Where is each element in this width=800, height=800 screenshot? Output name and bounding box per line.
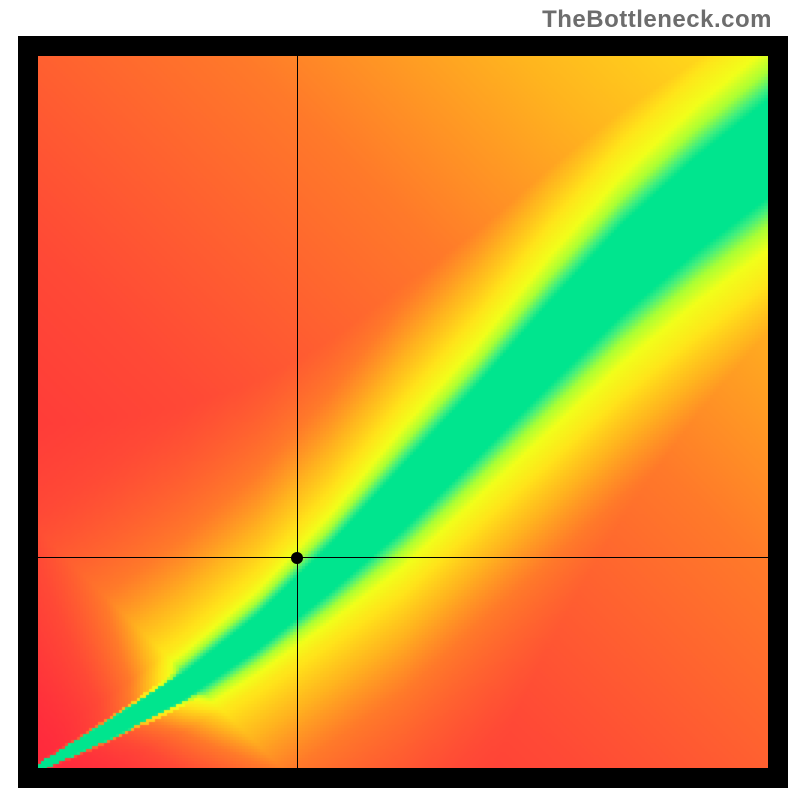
frame-top <box>18 36 788 56</box>
frame-left <box>18 36 38 788</box>
frame-bottom <box>18 768 788 788</box>
crosshair-vertical <box>297 56 298 768</box>
crosshair-marker <box>291 552 303 564</box>
crosshair-horizontal <box>38 557 768 558</box>
frame-right <box>768 36 788 788</box>
watermark-text: TheBottleneck.com <box>542 6 772 34</box>
heatmap-canvas <box>38 56 768 768</box>
chart-container: TheBottleneck.com <box>0 0 800 800</box>
